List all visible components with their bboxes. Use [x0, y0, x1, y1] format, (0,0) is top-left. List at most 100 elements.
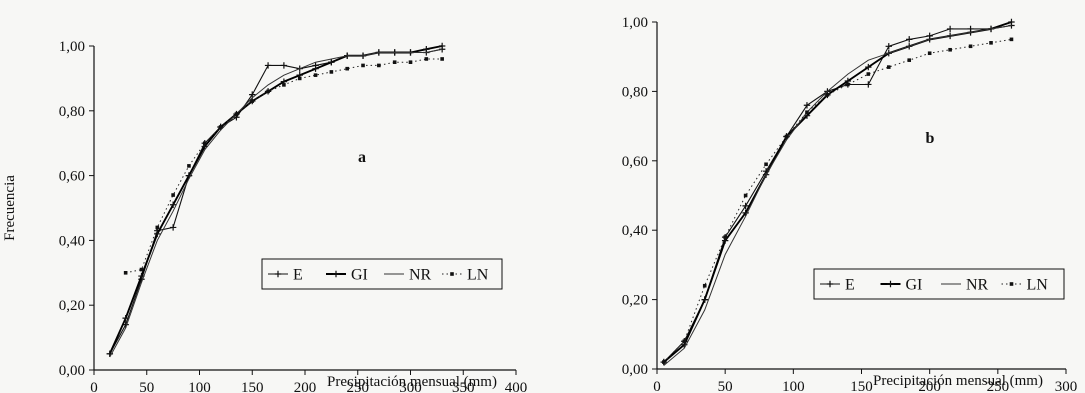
data-point [784, 134, 789, 139]
series-E [106, 46, 446, 357]
y-tick-label: 0,40 [59, 233, 85, 249]
legend-item: LN [1001, 277, 1049, 294]
x-axis-title: Precipitación mensual (mm) [873, 373, 1043, 389]
data-point [218, 125, 223, 129]
data-point [723, 235, 727, 239]
series-line [109, 48, 443, 358]
data-point [169, 224, 177, 231]
series-line [663, 25, 1012, 366]
y-tick-label: 0,80 [622, 84, 648, 100]
y-tick-label: 0,60 [59, 169, 85, 185]
data-point [701, 296, 708, 303]
series-line [663, 38, 1012, 363]
x-tick-label: 50 [718, 379, 733, 393]
legend-item: GI [880, 277, 923, 294]
y-tick-label: 0,20 [59, 298, 85, 314]
series-E [660, 22, 1015, 366]
data-point [662, 360, 666, 364]
data-point [297, 76, 302, 81]
data-point [946, 25, 954, 33]
data-point [313, 73, 318, 77]
legend-label: NR [409, 267, 432, 284]
legend-label: GI [906, 277, 923, 294]
y-tick-label: 1,00 [622, 15, 648, 31]
data-point [187, 164, 191, 168]
series-line [663, 24, 1012, 363]
y-tick-label: 0,00 [622, 362, 648, 378]
series-line [109, 48, 443, 355]
data-point [846, 82, 850, 87]
data-point [682, 339, 687, 344]
legend-label: E [293, 267, 303, 284]
legend-marker [274, 270, 282, 278]
data-point [169, 201, 177, 208]
data-point [743, 193, 748, 198]
x-tick-label: 250 [987, 379, 1010, 393]
data-point [424, 57, 429, 61]
legend-item: E [820, 277, 855, 294]
data-point [328, 59, 335, 66]
legend-item: NR [941, 277, 989, 294]
data-point [1008, 18, 1015, 26]
data-point [282, 83, 286, 87]
data-point [264, 62, 272, 69]
data-point [249, 91, 256, 98]
x-tick-label: 200 [918, 379, 941, 393]
legend-marker [450, 272, 454, 276]
data-point [865, 81, 872, 88]
legend: E GI NR LN [261, 258, 503, 290]
y-tick-label: 0,00 [59, 363, 85, 379]
y-tick-label: 0,80 [59, 104, 85, 120]
data-point [948, 47, 952, 52]
y-tick-label: 1,00 [59, 39, 85, 55]
series-LN [662, 37, 1014, 364]
data-point [805, 110, 809, 115]
chart-panel-a: 0,00 0,20 0,40 0,60 0,80 1,00 0 50 100 150 200 250 3… [2, 39, 527, 393]
legend-item: E [268, 267, 303, 284]
data-point [139, 267, 144, 272]
x-tick-label: 400 [505, 380, 528, 393]
x-axis-title: Precipitación mensual (mm) [327, 374, 497, 390]
data-point [885, 43, 892, 50]
data-point [906, 36, 913, 43]
data-point [377, 63, 381, 68]
data-point [312, 65, 319, 72]
legend-label: LN [1027, 277, 1049, 294]
data-point [865, 63, 872, 71]
series-GI [660, 18, 1015, 366]
data-point [968, 44, 973, 49]
data-point [123, 271, 128, 275]
x-tick-label: 0 [90, 380, 98, 393]
legend: E GI NR LN [813, 268, 1065, 300]
panel-label: a [358, 149, 366, 166]
data-point [702, 283, 707, 288]
data-point [361, 63, 365, 68]
legend-marker [826, 280, 834, 288]
data-point [886, 65, 891, 69]
x-tick-label: 150 [850, 379, 873, 393]
legend-label: GI [351, 267, 368, 284]
y-tick-label: 0,20 [622, 293, 648, 309]
data-point [907, 58, 912, 62]
x-tick-label: 350 [452, 380, 475, 393]
series-LN [123, 57, 444, 275]
legend-marker [887, 280, 894, 288]
series-line [125, 58, 443, 274]
series-GI [106, 42, 446, 357]
legend-label: LN [467, 267, 489, 284]
data-point [989, 41, 993, 45]
data-point [202, 141, 207, 145]
data-point [155, 225, 160, 230]
legend-marker [1009, 282, 1014, 286]
legend-label: E [845, 277, 855, 294]
x-tick-label: 100 [782, 379, 805, 393]
data-point [171, 193, 175, 197]
data-point [927, 51, 932, 56]
data-point [408, 60, 413, 64]
legend-label: NR [966, 277, 989, 294]
y-axis-title: Frecuencia [2, 175, 18, 241]
data-point [122, 314, 129, 322]
series-line [663, 21, 1012, 363]
y-tick-label: 0,60 [622, 154, 648, 170]
